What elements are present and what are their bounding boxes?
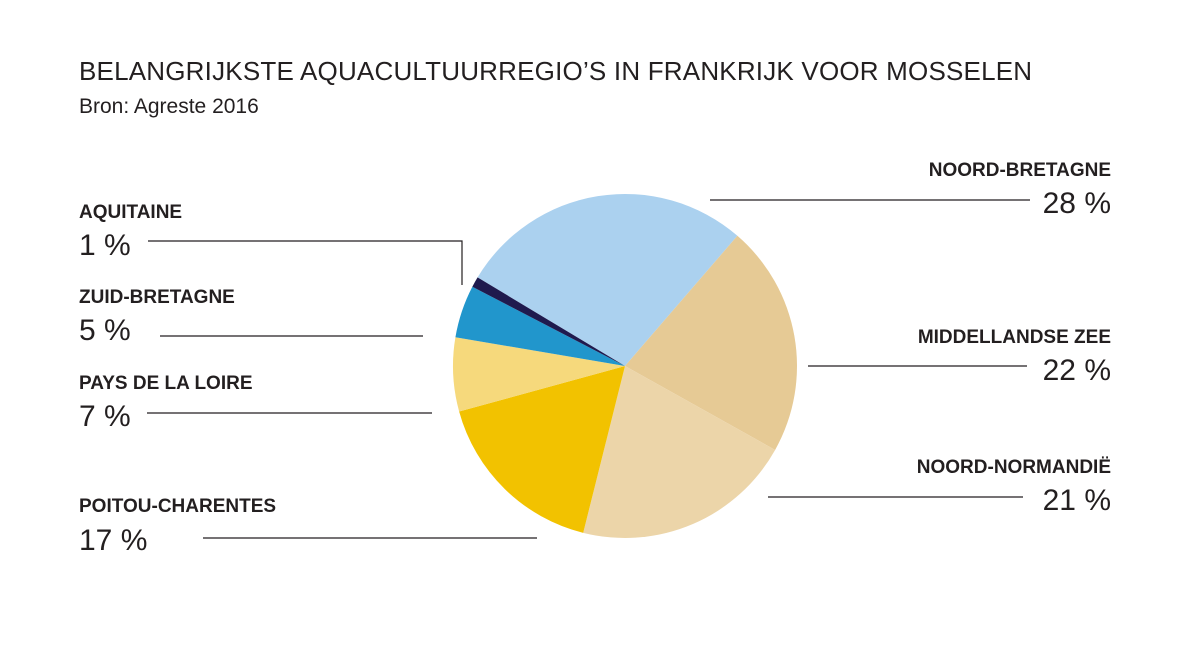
slice-label-noord-bretagne: NOORD-BRETAGNE [929, 160, 1111, 181]
slice-value-middellandse-zee: 22 % [1043, 354, 1111, 387]
slice-value-noord-bretagne: 28 % [1043, 187, 1111, 220]
slice-label-pays-de-la-loire: PAYS DE LA LOIRE [79, 373, 253, 394]
leader-line-aquitaine [148, 240, 463, 285]
slice-value-noord-normandie: 21 % [1043, 484, 1111, 517]
slice-value-poitou-charentes: 17 % [79, 524, 147, 557]
pie-slice-noord-normandie [583, 366, 776, 538]
slice-label-noord-normandie: NOORD-NORMANDIË [917, 457, 1111, 478]
slice-label-middellandse-zee: MIDDELLANDSE ZEE [918, 327, 1111, 348]
chart-title: BELANGRIJKSTE AQUACULTUURREGIO’S IN FRAN… [79, 56, 1033, 86]
chart-subtitle: Bron: Agreste 2016 [79, 95, 259, 118]
slice-label-poitou-charentes: POITOU-CHARENTES [79, 496, 276, 517]
slice-value-pays-de-la-loire: 7 % [79, 400, 131, 433]
pie-slice-zuid-bretagne [455, 286, 625, 366]
pie-slice-pays-de-la-loire [452, 337, 625, 412]
pie-slice-noord-bretagne [477, 194, 738, 366]
pie-slice-aquitaine [472, 277, 625, 366]
pie-slice-poitou-charentes [459, 366, 625, 533]
pie-slice-middellandse-zee [625, 235, 797, 450]
slice-label-aquitaine: AQUITAINE [79, 202, 182, 223]
slice-value-aquitaine: 1 % [79, 229, 131, 262]
slice-value-zuid-bretagne: 5 % [79, 314, 131, 347]
slice-label-zuid-bretagne: ZUID-BRETAGNE [79, 287, 235, 308]
